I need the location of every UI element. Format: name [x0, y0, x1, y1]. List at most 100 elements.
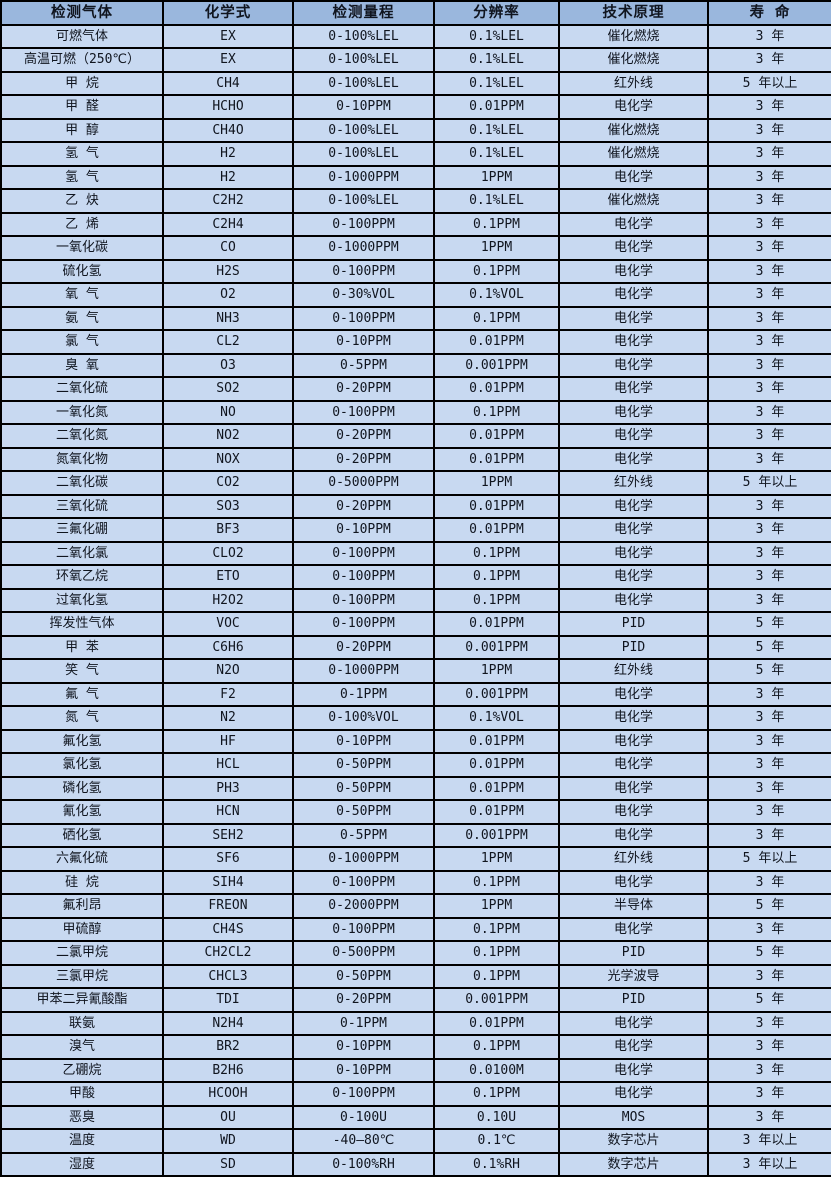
table-cell-lifespan: 3 年	[707, 564, 831, 590]
table-cell-resolution: 0.1PPM	[433, 399, 560, 425]
table-cell-formula: HCL	[162, 752, 294, 778]
table-cell-range: 0-100PPM	[292, 611, 435, 637]
table-cell-gas: 氯 气	[0, 329, 164, 355]
table-cell-gas: 臭 氧	[0, 352, 164, 378]
table-cell-resolution: 0.1PPM	[433, 211, 560, 237]
table-cell-principle: 电化学	[558, 493, 709, 519]
table-cell-principle: 电化学	[558, 423, 709, 449]
table-cell-range: 0-10PPM	[292, 517, 435, 543]
table-cell-gas: 乙 炔	[0, 188, 164, 214]
table-cell-principle: MOS	[558, 1104, 709, 1130]
table-cell-formula: NH3	[162, 305, 294, 331]
table-row: 甲 苯 C6H6 0-20PPM 0.001PPM PID 5 年	[0, 634, 831, 660]
table-row: 甲酸 HCOOH 0-100PPM 0.1PPM 电化学 3 年	[0, 1081, 831, 1107]
table-row: 环氧乙烷 ETO 0-100PPM 0.1PPM 电化学 3 年	[0, 564, 831, 590]
table-cell-formula: PH3	[162, 775, 294, 801]
table-cell-lifespan: 3 年	[707, 1104, 831, 1130]
table-cell-formula: C2H4	[162, 211, 294, 237]
table-cell-resolution: 0.001PPM	[433, 634, 560, 660]
table-cell-lifespan: 5 年	[707, 893, 831, 919]
table-cell-lifespan: 5 年	[707, 940, 831, 966]
table-cell-principle: 电化学	[558, 94, 709, 120]
table-cell-lifespan: 3 年	[707, 1057, 831, 1083]
table-cell-range: 0-1000PPM	[292, 658, 435, 684]
table-cell-resolution: 0.001PPM	[433, 822, 560, 848]
table-cell-resolution: 0.1PPM	[433, 940, 560, 966]
table-cell-principle: 电化学	[558, 352, 709, 378]
table-cell-principle: 半导体	[558, 893, 709, 919]
table-cell-range: 0-20PPM	[292, 446, 435, 472]
table-cell-lifespan: 3 年	[707, 681, 831, 707]
table-row: 甲硫醇 CH4S 0-100PPM 0.1PPM 电化学 3 年	[0, 916, 831, 942]
table-row: 氯化氢 HCL 0-50PPM 0.01PPM 电化学 3 年	[0, 752, 831, 778]
table-cell-principle: PID	[558, 987, 709, 1013]
table-row: 二氧化碳 CO2 0-5000PPM 1PPM 红外线 5 年以上	[0, 470, 831, 496]
table-row: 联氨 N2H4 0-1PPM 0.01PPM 电化学 3 年	[0, 1010, 831, 1036]
table-cell-lifespan: 5 年	[707, 658, 831, 684]
table-cell-range: 0-100%LEL	[292, 117, 435, 143]
table-cell-resolution: 0.01PPM	[433, 329, 560, 355]
table-cell-resolution: 0.01PPM	[433, 775, 560, 801]
table-row: 氮氧化物 NOX 0-20PPM 0.01PPM 电化学 3 年	[0, 446, 831, 472]
table-cell-range: 0-500PPM	[292, 940, 435, 966]
table-row: 一氧化氮 NO 0-100PPM 0.1PPM 电化学 3 年	[0, 399, 831, 425]
table-cell-range: 0-10PPM	[292, 1057, 435, 1083]
table-row: 甲 醛 HCHO 0-10PPM 0.01PPM 电化学 3 年	[0, 94, 831, 120]
table-cell-formula: BR2	[162, 1034, 294, 1060]
table-cell-formula: HF	[162, 728, 294, 754]
table-cell-lifespan: 3 年	[707, 752, 831, 778]
table-cell-resolution: 1PPM	[433, 235, 560, 261]
table-cell-lifespan: 3 年	[707, 587, 831, 613]
table-cell-gas: 笑 气	[0, 658, 164, 684]
table-row: 臭 氧 O3 0-5PPM 0.001PPM 电化学 3 年	[0, 352, 831, 378]
table-cell-lifespan: 3 年	[707, 728, 831, 754]
table-row: 甲苯二异氰酸酯 TDI 0-20PPM 0.001PPM PID 5 年	[0, 987, 831, 1013]
table-row: 二氧化氮 NO2 0-20PPM 0.01PPM 电化学 3 年	[0, 423, 831, 449]
table-cell-lifespan: 3 年	[707, 305, 831, 331]
table-cell-gas: 温度	[0, 1128, 164, 1154]
table-cell-gas: 氯化氢	[0, 752, 164, 778]
table-cell-resolution: 0.1PPM	[433, 1081, 560, 1107]
table-cell-gas: 二氧化氮	[0, 423, 164, 449]
table-cell-principle: 电化学	[558, 869, 709, 895]
table-cell-resolution: 0.1PPM	[433, 540, 560, 566]
table-row: 氨 气 NH3 0-100PPM 0.1PPM 电化学 3 年	[0, 305, 831, 331]
table-cell-principle: 数字芯片	[558, 1128, 709, 1154]
table-cell-lifespan: 3 年	[707, 47, 831, 73]
table-cell-principle: 催化燃烧	[558, 23, 709, 49]
table-cell-lifespan: 5 年以上	[707, 470, 831, 496]
table-row: 甲 醇 CH4O 0-100%LEL 0.1%LEL 催化燃烧 3 年	[0, 117, 831, 143]
table-cell-resolution: 0.1PPM	[433, 564, 560, 590]
table-cell-principle: 电化学	[558, 305, 709, 331]
column-header-principle: 技术原理	[558, 0, 709, 26]
table-cell-gas: 挥发性气体	[0, 611, 164, 637]
column-header-resolution: 分辨率	[433, 0, 560, 26]
table-cell-resolution: 1PPM	[433, 164, 560, 190]
table-cell-resolution: 0.1%LEL	[433, 70, 560, 96]
table-cell-gas: 氨 气	[0, 305, 164, 331]
table-cell-range: 0-5PPM	[292, 352, 435, 378]
table-cell-resolution: 1PPM	[433, 658, 560, 684]
table-cell-resolution: 0.1PPM	[433, 258, 560, 284]
table-cell-lifespan: 3 年	[707, 822, 831, 848]
table-cell-range: 0-100PPM	[292, 564, 435, 590]
table-cell-resolution: 0.01PPM	[433, 1010, 560, 1036]
table-cell-gas: 恶臭	[0, 1104, 164, 1130]
table-cell-gas: 甲硫醇	[0, 916, 164, 942]
table-row: 可燃气体 EX 0-100%LEL 0.1%LEL 催化燃烧 3 年	[0, 23, 831, 49]
table-row: 硫化氢 H2S 0-100PPM 0.1PPM 电化学 3 年	[0, 258, 831, 284]
table-cell-range: 0-100%LEL	[292, 23, 435, 49]
table-cell-formula: CO2	[162, 470, 294, 496]
table-cell-principle: 电化学	[558, 681, 709, 707]
table-cell-lifespan: 3 年	[707, 329, 831, 355]
table-cell-gas: 甲 烷	[0, 70, 164, 96]
table-cell-lifespan: 3 年	[707, 705, 831, 731]
table-cell-range: 0-100U	[292, 1104, 435, 1130]
table-cell-range: 0-1PPM	[292, 1010, 435, 1036]
table-row: 二氧化硫 SO2 0-20PPM 0.01PPM 电化学 3 年	[0, 376, 831, 402]
table-cell-principle: 电化学	[558, 446, 709, 472]
table-cell-lifespan: 3 年	[707, 963, 831, 989]
table-cell-principle: 催化燃烧	[558, 141, 709, 167]
table-row: 磷化氢 PH3 0-50PPM 0.01PPM 电化学 3 年	[0, 775, 831, 801]
table-cell-gas: 一氧化氮	[0, 399, 164, 425]
